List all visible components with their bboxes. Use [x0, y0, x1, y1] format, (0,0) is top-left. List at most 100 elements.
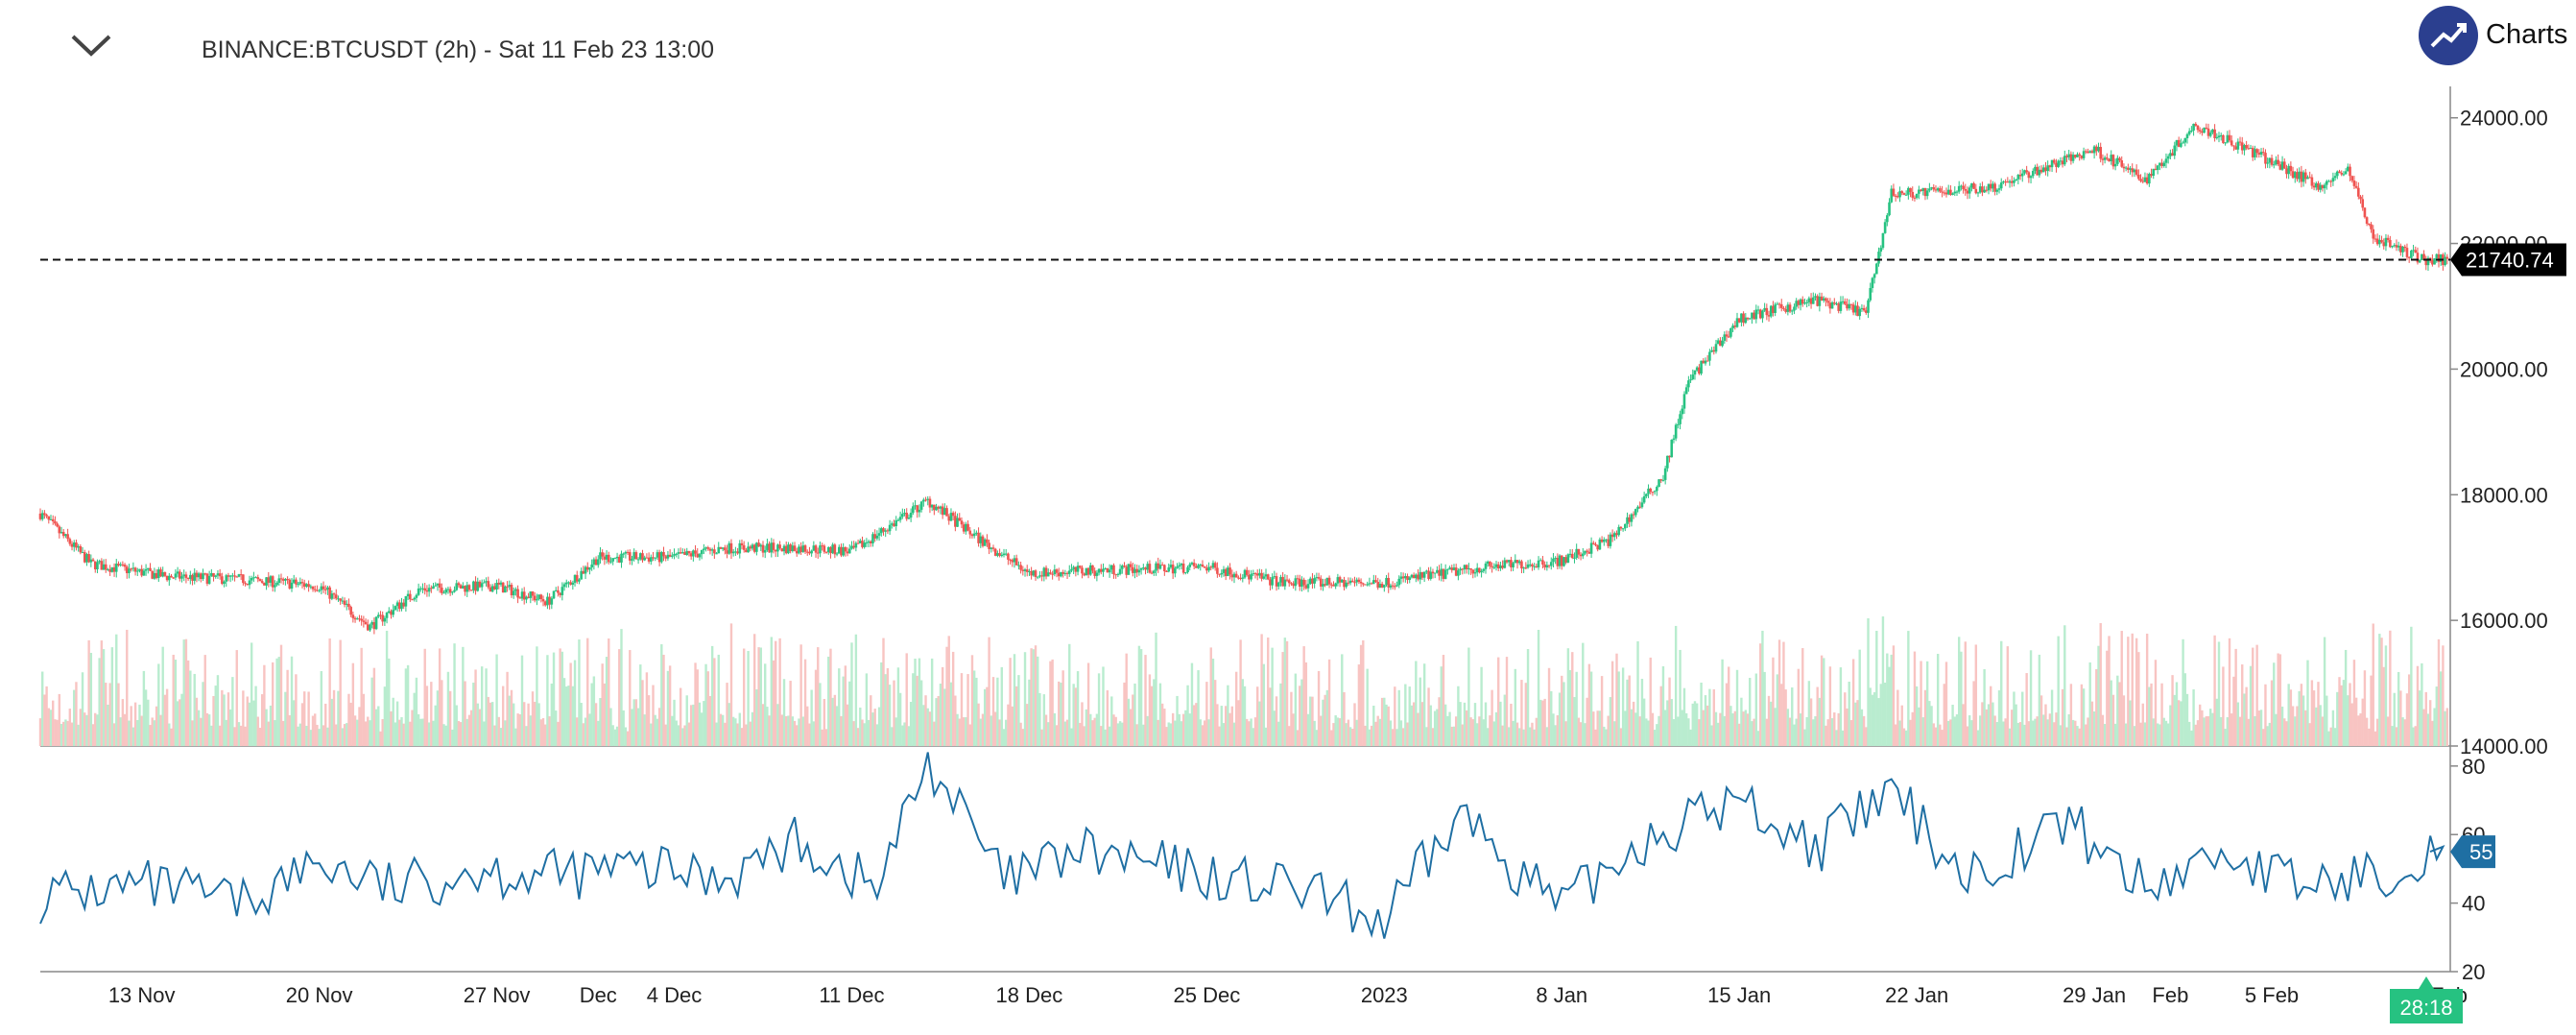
candle-body: [1262, 576, 1266, 579]
volume-bar: [859, 707, 862, 746]
candle-body: [2323, 184, 2326, 189]
volume-bar: [1313, 720, 1316, 746]
volume-bar: [1256, 686, 1259, 746]
candle-body: [1725, 334, 1729, 337]
volume-bar: [1626, 679, 1629, 746]
candle-body: [1656, 487, 1658, 492]
volume-bar: [2232, 676, 2235, 746]
candle-body: [397, 602, 401, 610]
candle-body: [901, 514, 904, 518]
candle-body: [202, 573, 204, 580]
volume-bar: [1438, 697, 1441, 746]
candle-body: [1245, 569, 1249, 575]
volume-bar: [1019, 722, 1022, 746]
volume-bar: [263, 664, 266, 746]
candle-body: [1276, 582, 1280, 587]
charts-logo-icon[interactable]: [2419, 6, 2478, 65]
candle-body: [246, 584, 250, 586]
candle-body: [121, 564, 125, 566]
candle-body: [1503, 560, 1507, 568]
volume-bar: [1774, 708, 1777, 746]
volume-bar: [2203, 717, 2206, 746]
volume-bar: [1687, 718, 1690, 746]
volume-bar: [1160, 703, 1164, 746]
volume-bar: [729, 623, 733, 746]
volume-bar: [1157, 719, 1159, 746]
volume-bar: [2016, 722, 2020, 746]
volume-bar: [888, 685, 892, 746]
volume-bar: [819, 683, 822, 746]
candle-body: [1820, 296, 1824, 301]
volume-bar: [1209, 647, 1212, 746]
candle-body: [829, 546, 832, 554]
candle-body: [1966, 190, 1969, 194]
candle-body: [341, 600, 345, 602]
volume-bar: [1042, 694, 1046, 746]
volume-bar: [483, 721, 486, 746]
candle-body: [877, 533, 881, 536]
candle-body: [1807, 298, 1811, 302]
volume-bar: [990, 715, 992, 746]
volume-bar: [163, 694, 167, 746]
candle-body: [1273, 576, 1276, 578]
candle-body: [1501, 566, 1504, 568]
candle-body: [1120, 566, 1124, 569]
candle-body: [778, 544, 781, 549]
volume-bar: [326, 727, 329, 746]
volume-bar: [1058, 681, 1061, 746]
volume-bar: [1410, 705, 1414, 746]
volume-bar: [1026, 704, 1029, 746]
volume-bar: [1970, 720, 1973, 746]
candle-body: [2275, 159, 2278, 165]
candle-body: [1285, 579, 1289, 581]
candle-body: [2106, 157, 2109, 159]
volume-bar: [252, 700, 255, 746]
volume-bar: [2180, 701, 2182, 746]
volume-bar: [140, 715, 143, 746]
candle-body: [531, 591, 535, 596]
volume-bar: [1522, 729, 1525, 746]
volume-bar: [565, 686, 568, 746]
candle-body: [345, 603, 348, 605]
volume-bar: [1505, 657, 1509, 746]
volume-bar: [2217, 641, 2221, 746]
candle-body: [2203, 127, 2206, 133]
candle-body: [960, 520, 964, 525]
candle-body: [599, 552, 602, 560]
candle-body: [1000, 555, 1004, 557]
candle-body: [1708, 351, 1711, 361]
volume-bar: [1966, 726, 1969, 746]
candle-body: [1816, 296, 1819, 306]
candle-body: [1805, 301, 1808, 303]
candle-body: [2097, 147, 2100, 152]
volume-bar: [1592, 711, 1595, 746]
volume-bar: [1915, 686, 1919, 746]
volume-bar: [369, 720, 371, 746]
volume-bar: [1972, 681, 1975, 746]
candle-body: [847, 548, 851, 554]
collapse-chevron-icon[interactable]: [67, 27, 115, 65]
volume-bar: [419, 718, 422, 746]
volume-bar: [1372, 705, 1375, 746]
candle-body: [1348, 580, 1352, 584]
volume-bar: [998, 719, 1001, 746]
volume-bar: [527, 703, 530, 746]
volume-bar: [1668, 677, 1671, 746]
volume-bar: [1374, 721, 1377, 746]
candle-body: [96, 562, 99, 569]
candle-body: [60, 532, 63, 534]
candle-body: [1093, 570, 1096, 576]
volume-bar: [2357, 715, 2360, 746]
candle-body: [559, 592, 561, 595]
volume-bar: [2097, 645, 2100, 746]
candle-body: [318, 590, 321, 591]
candle-body: [383, 617, 387, 622]
volume-bar: [1121, 722, 1124, 746]
volume-bar: [821, 729, 823, 746]
volume-bar: [1587, 663, 1591, 746]
candle-body: [2261, 152, 2265, 154]
volume-bar: [1213, 680, 1217, 746]
volume-bar: [1234, 671, 1238, 746]
volume-bar: [2164, 720, 2168, 746]
